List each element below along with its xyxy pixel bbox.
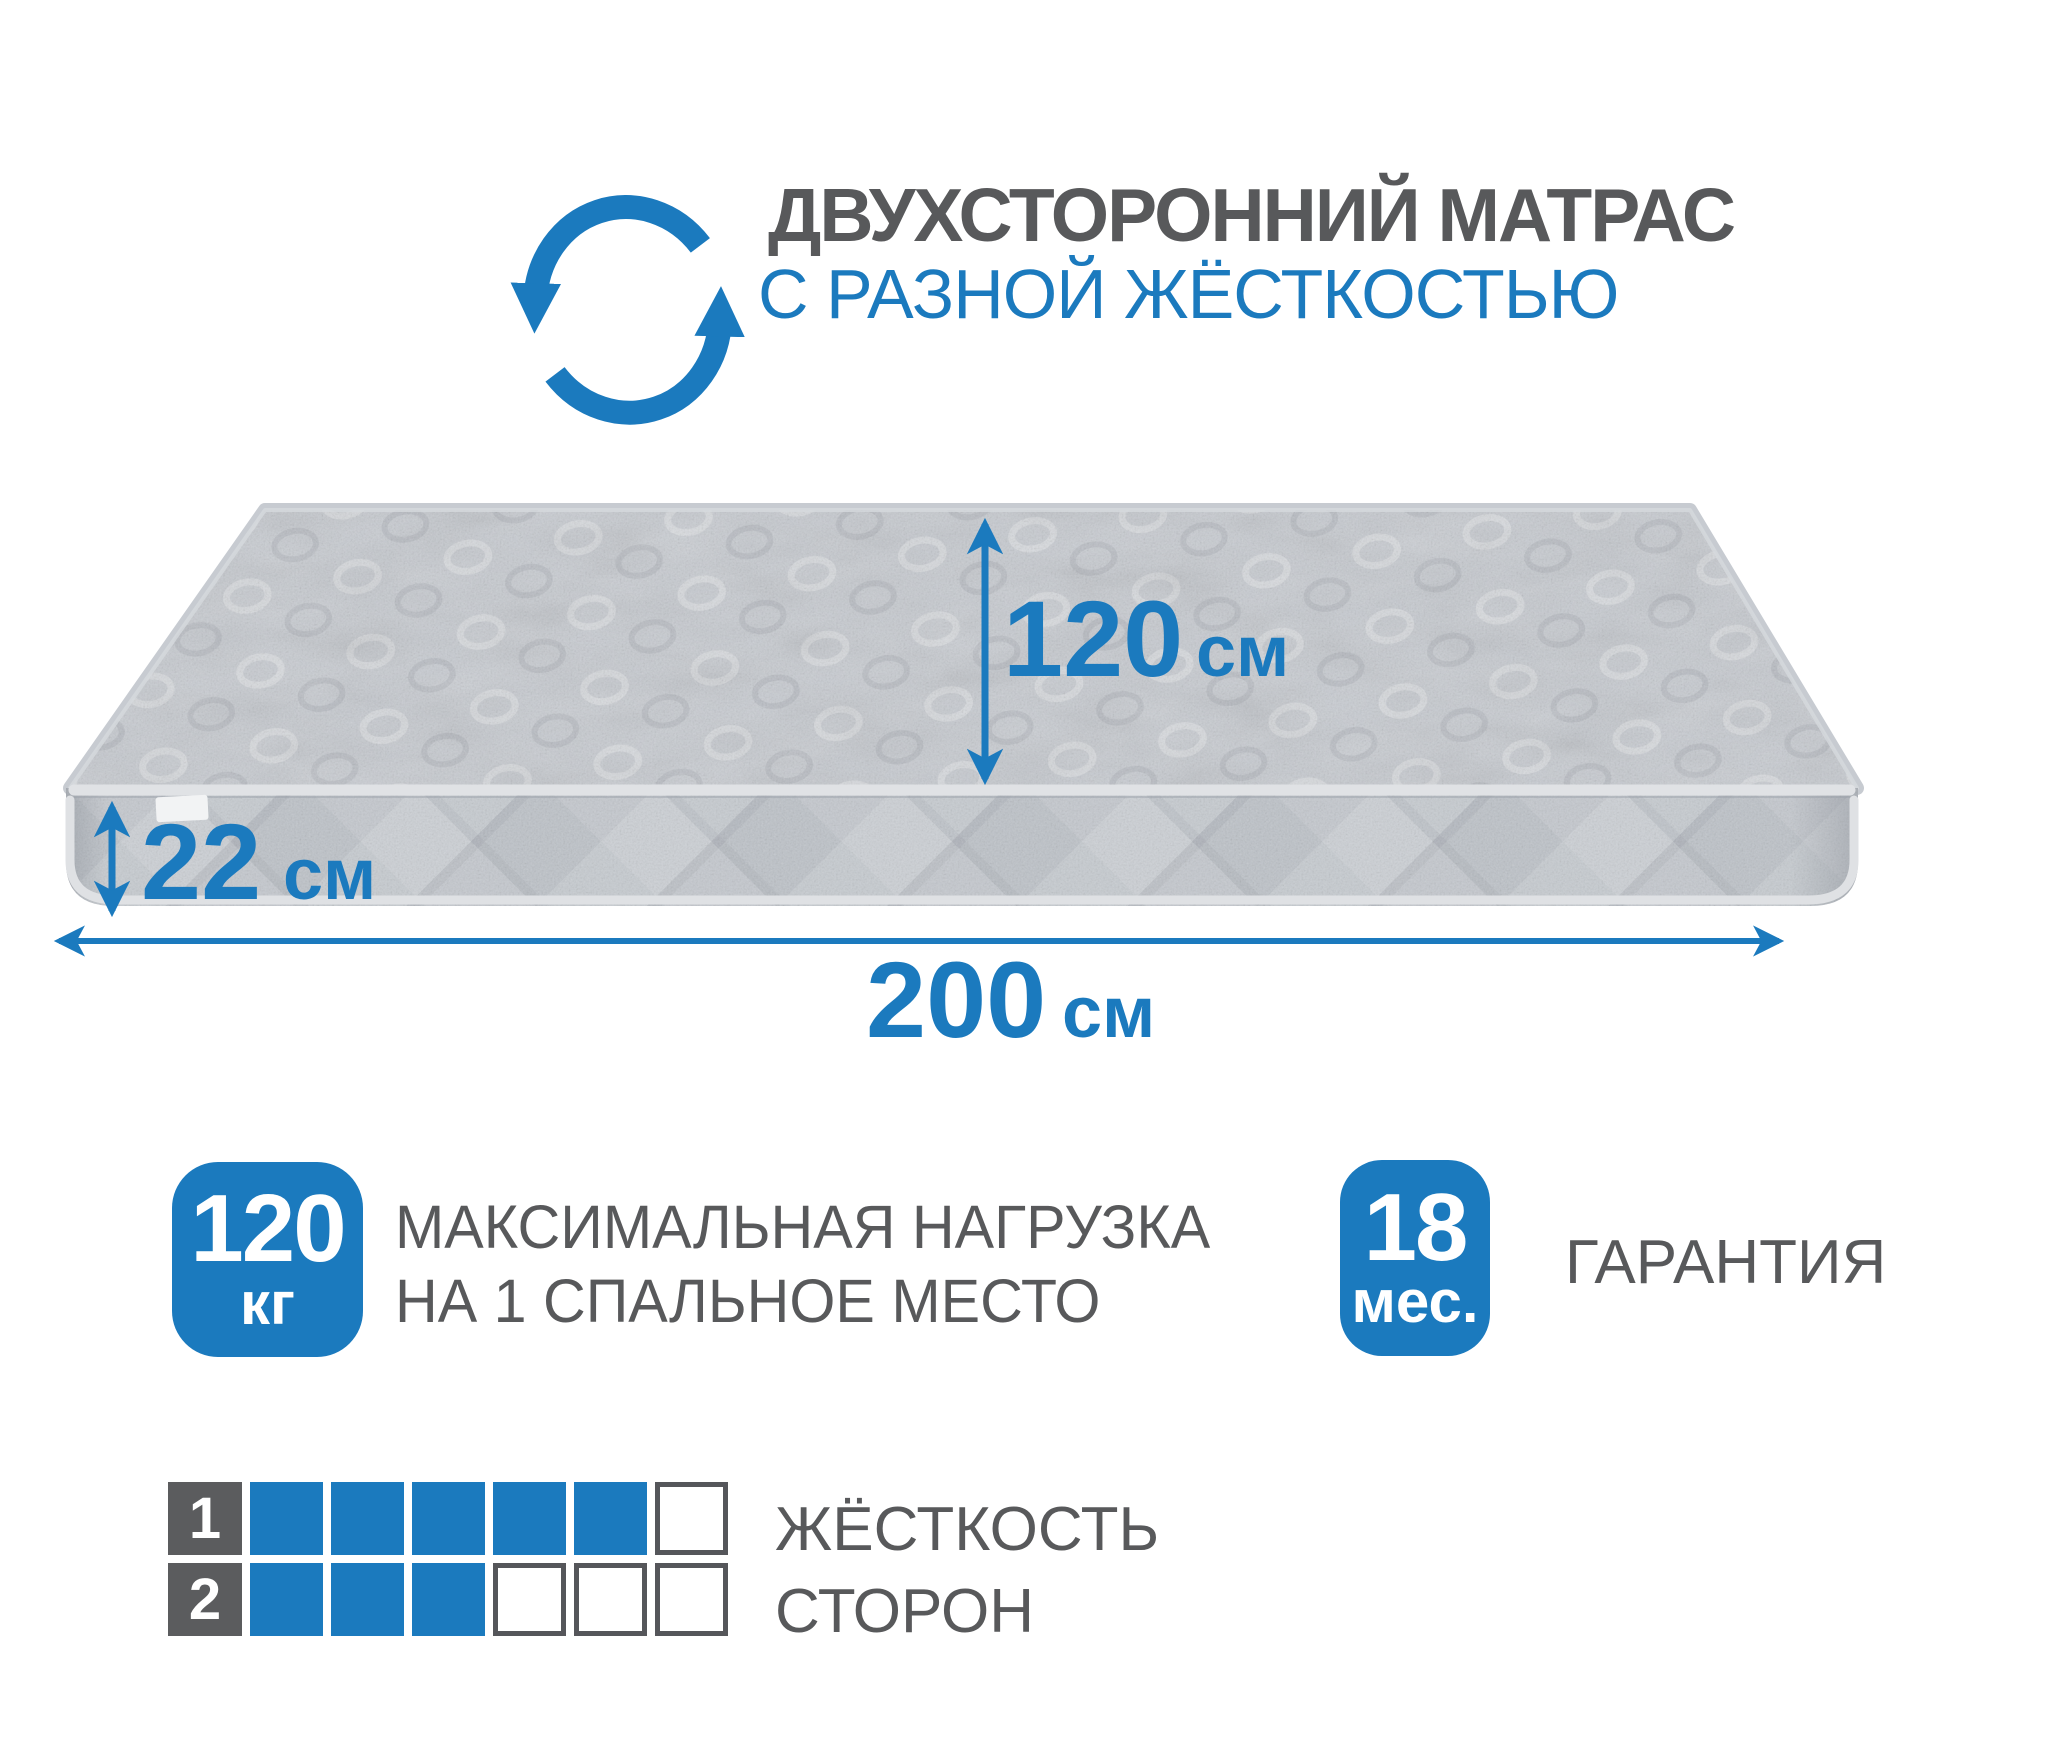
firmness-square-empty: [574, 1563, 647, 1636]
firmness-square-filled: [493, 1482, 566, 1555]
max-load-badge: 120 кг: [172, 1162, 363, 1357]
dimension-arrows: [53, 517, 1785, 957]
firmness-square-filled: [574, 1482, 647, 1555]
warranty-label: ГАРАНТИЯ: [1565, 1228, 1887, 1297]
dim-length-value: 200: [866, 939, 1046, 1060]
firmness-square-empty: [493, 1563, 566, 1636]
dim-length-unit: см: [1062, 973, 1155, 1053]
firmness-square-filled: [331, 1563, 404, 1636]
max-load-label-line1: МАКСИМАЛЬНАЯ НАГРУЗКА: [395, 1193, 1211, 1261]
mattress-piping-bottom: [65, 795, 1859, 905]
mattress-top-surface: [63, 503, 1864, 795]
warranty-value: 18: [1363, 1173, 1469, 1281]
firmness-square-filled: [250, 1482, 323, 1555]
max-load-label: МАКСИМАЛЬНАЯ НАГРУЗКА НА 1 СПАЛЬНОЕ МЕСТ…: [395, 1190, 1210, 1338]
rotate-arrows-icon: [510, 195, 745, 425]
max-load-unit: кг: [239, 1269, 296, 1337]
firmness-label-line2: СТОРОН: [775, 1577, 1035, 1646]
firmness-row: 1: [168, 1482, 728, 1555]
firmness-square-empty: [655, 1563, 728, 1636]
max-load-label-line2: НА 1 СПАЛЬНОЕ МЕСТО: [395, 1267, 1101, 1335]
mattress-side-band: [65, 784, 1859, 906]
firmness-square-filled: [331, 1482, 404, 1555]
warranty-badge: 18 мес.: [1340, 1160, 1490, 1356]
firmness-side-number: 1: [168, 1482, 242, 1555]
page-title: ДВУХСТОРОННИЙ МАТРАС: [768, 173, 1736, 257]
firmness-square-filled: [412, 1482, 485, 1555]
mattress-tag: [155, 794, 209, 823]
firmness-square-filled: [250, 1563, 323, 1636]
page-subtitle: С РАЗНОЙ ЖЁСТКОСТЬЮ: [758, 255, 1619, 333]
dim-height-unit: см: [283, 835, 376, 915]
max-load-value: 120: [190, 1175, 346, 1283]
dim-width-value: 120: [1003, 578, 1183, 699]
firmness-square-filled: [412, 1563, 485, 1636]
warranty-unit: мес.: [1351, 1268, 1479, 1336]
firmness-square-empty: [655, 1482, 728, 1555]
dim-height-value: 22: [141, 801, 261, 922]
dim-width-unit: см: [1196, 612, 1289, 692]
firmness-side-number: 2: [168, 1563, 242, 1636]
firmness-row: 2: [168, 1563, 728, 1636]
firmness-label-line1: ЖЁСТКОСТЬ: [775, 1495, 1160, 1564]
